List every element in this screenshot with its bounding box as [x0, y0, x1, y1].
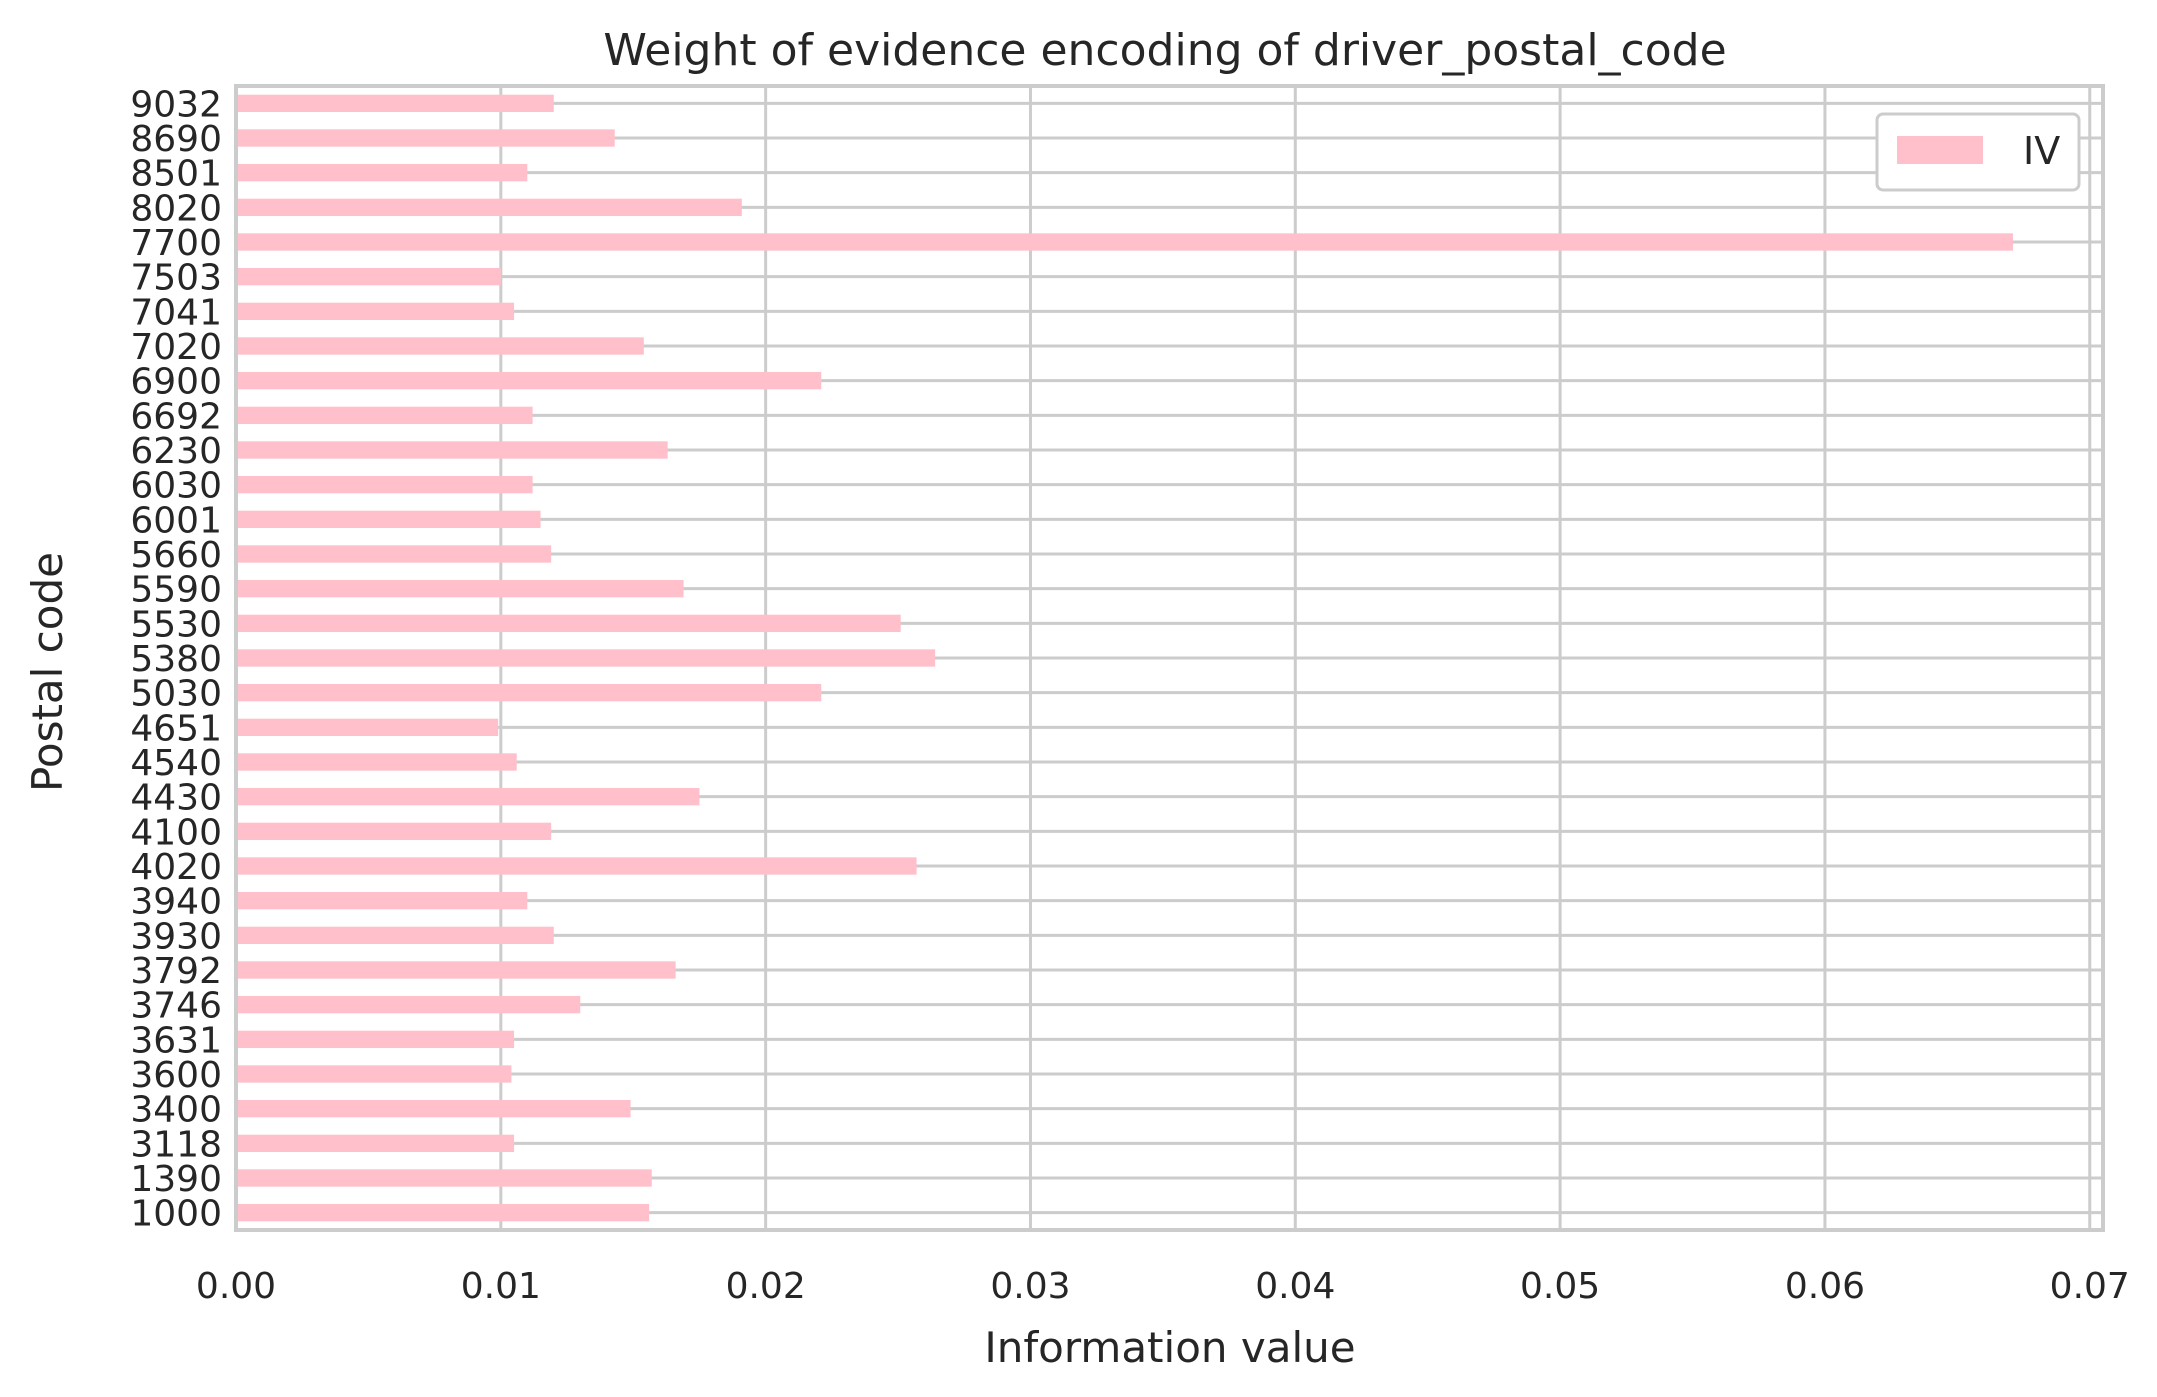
bar-4430 [236, 788, 700, 806]
bar-8690 [236, 129, 615, 147]
x-tick-label: 0.05 [1520, 1266, 1600, 1307]
y-tick-label: 5590 [130, 570, 222, 611]
y-tick-label: 5030 [130, 674, 222, 715]
y-tick-label: 3600 [130, 1055, 222, 1096]
legend-label: IV [2023, 129, 2060, 173]
bar-4100 [236, 822, 552, 840]
y-tick-label: 7020 [130, 327, 222, 368]
y-tick-label: 8501 [130, 154, 222, 195]
bar-4020 [236, 857, 917, 875]
bar-5030 [236, 684, 822, 702]
y-tick-label: 3118 [130, 1124, 222, 1165]
y-tick-label: 3746 [130, 986, 222, 1027]
y-tick-label: 3940 [130, 882, 222, 923]
bar-9032 [236, 94, 554, 112]
y-tick-label: 3400 [130, 1090, 222, 1131]
bar-5380 [236, 649, 936, 667]
bar-7700 [236, 233, 2013, 251]
y-tick-label: 5380 [130, 639, 222, 680]
bar-3792 [236, 961, 676, 979]
y-tick-label: 6692 [130, 396, 222, 437]
y-tick-label: 4020 [130, 847, 222, 888]
y-tick-label: 9032 [130, 84, 222, 125]
bar-3930 [236, 926, 554, 944]
x-tick-label: 0.04 [1255, 1266, 1335, 1307]
bar-3631 [236, 1030, 515, 1048]
y-tick-label: 7700 [130, 223, 222, 264]
bar-1000 [236, 1204, 650, 1222]
y-tick-label: 3930 [130, 916, 222, 957]
y-tick-label: 8020 [130, 188, 222, 229]
bars [236, 94, 2013, 1222]
bar-6692 [236, 406, 533, 424]
bar-3400 [236, 1100, 631, 1118]
bar-7020 [236, 337, 644, 355]
y-tick-label: 4651 [130, 708, 222, 749]
x-tick-labels: 0.00 0.01 0.02 0.03 0.04 0.05 0.06 0.07 [196, 1266, 2130, 1307]
x-tick-label: 0.02 [726, 1266, 806, 1307]
x-tick-label: 0.01 [461, 1266, 541, 1307]
legend: IV [1875, 112, 2081, 192]
y-tick-label: 8690 [130, 119, 222, 160]
y-tick-label: 7503 [130, 258, 222, 299]
y-tick-label: 1000 [130, 1194, 222, 1235]
y-tick-labels: 1000139031183400360036313746379239303940… [130, 84, 222, 1234]
bar-3600 [236, 1065, 512, 1083]
y-tick-label: 4540 [130, 743, 222, 784]
y-tick-label: 3792 [130, 951, 222, 992]
bar-1390 [236, 1169, 652, 1187]
plot-frame [234, 84, 2105, 1232]
bar-7041 [236, 302, 515, 320]
x-tick-label: 0.07 [2050, 1266, 2130, 1307]
bar-6030 [236, 476, 533, 494]
y-tick-label: 6900 [130, 362, 222, 403]
x-tick-label: 0.03 [990, 1266, 1070, 1307]
y-tick-label: 6030 [130, 466, 222, 507]
x-tick-label: 0.06 [1785, 1266, 1865, 1307]
legend-swatch [1897, 136, 1983, 164]
x-axis-label: Information value [984, 1323, 1355, 1372]
bar-4651 [236, 718, 499, 736]
y-tick-label: 4100 [130, 812, 222, 853]
chart-title: Weight of evidence encoding of driver_po… [603, 25, 1726, 76]
bar-3940 [236, 892, 528, 910]
bar-3118 [236, 1134, 515, 1152]
x-tick-label: 0.00 [196, 1266, 276, 1307]
y-tick-label: 7041 [130, 292, 222, 333]
y-tick-label: 6230 [130, 431, 222, 472]
bar-6230 [236, 441, 668, 459]
bar-5530 [236, 614, 901, 632]
y-tick-label: 4430 [130, 778, 222, 819]
bar-8020 [236, 198, 742, 216]
y-tick-label: 5530 [130, 604, 222, 645]
bar-6900 [236, 372, 822, 390]
y-tick-label: 6001 [130, 500, 222, 541]
bar-7503 [236, 268, 501, 286]
bar-5590 [236, 580, 684, 598]
y-tick-label: 5660 [130, 535, 222, 576]
bar-6001 [236, 510, 541, 528]
y-tick-label: 1390 [130, 1159, 222, 1200]
y-tick-label: 3631 [130, 1020, 222, 1061]
bar-3746 [236, 996, 581, 1014]
bar-5660 [236, 545, 552, 563]
y-axis-label: Postal code [23, 552, 72, 792]
bar-8501 [236, 164, 528, 182]
bar-4540 [236, 753, 517, 771]
